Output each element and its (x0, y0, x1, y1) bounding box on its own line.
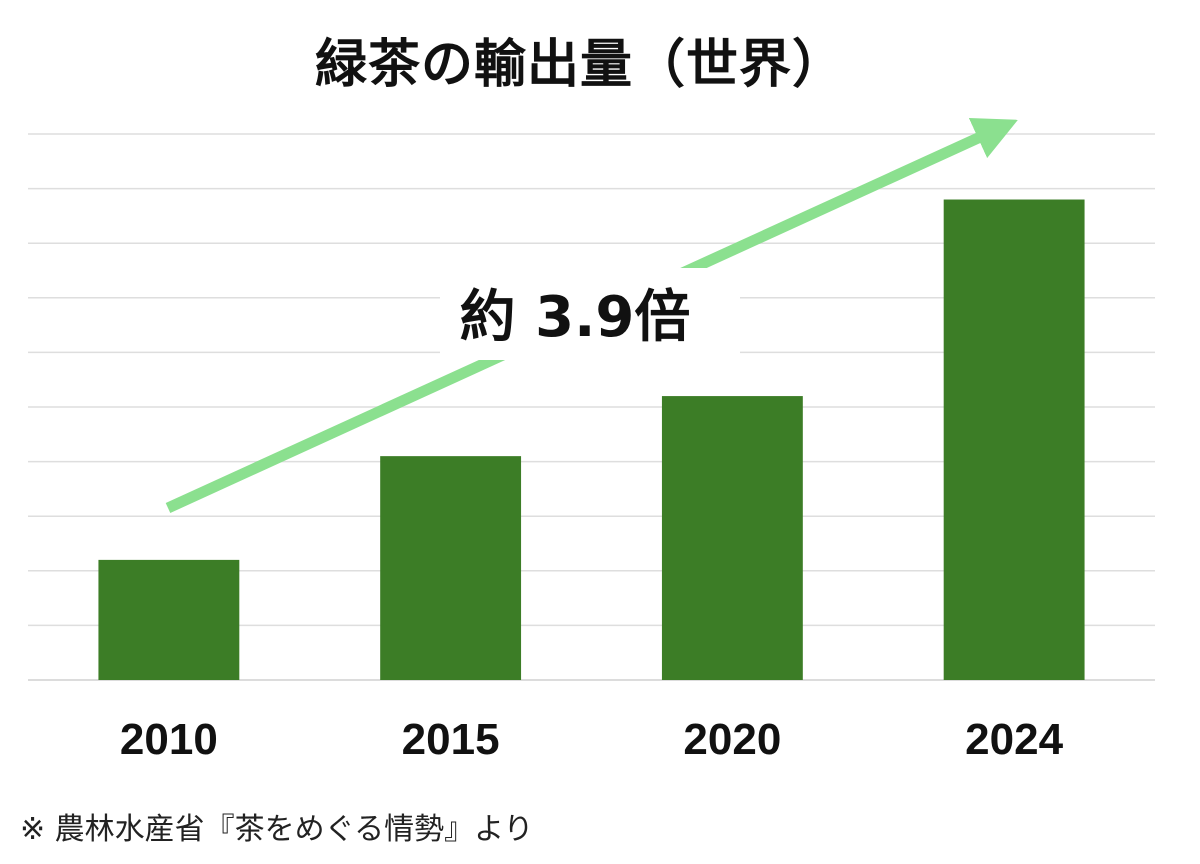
x-tick-label-2024: 2024 (965, 715, 1063, 764)
chart-title: 緑茶の輸出量（世界） (314, 35, 845, 95)
x-tick-label-2015: 2015 (402, 715, 500, 764)
bars (98, 199, 1085, 680)
source-note: ※ 農林水産省『茶をめぐる情勢』より (20, 812, 534, 847)
x-tick-label-2020: 2020 (683, 715, 781, 764)
bar-2024 (943, 199, 1085, 680)
annotation-background (440, 268, 740, 360)
annotation-label: 約 3.9倍 (460, 285, 691, 350)
x-axis-tick-labels: 2010 2015 2020 2024 (120, 715, 1064, 764)
bar-2010 (98, 559, 240, 680)
bar-2015 (380, 456, 522, 680)
bar-2020 (661, 396, 803, 680)
x-tick-label-2010: 2010 (120, 715, 218, 764)
